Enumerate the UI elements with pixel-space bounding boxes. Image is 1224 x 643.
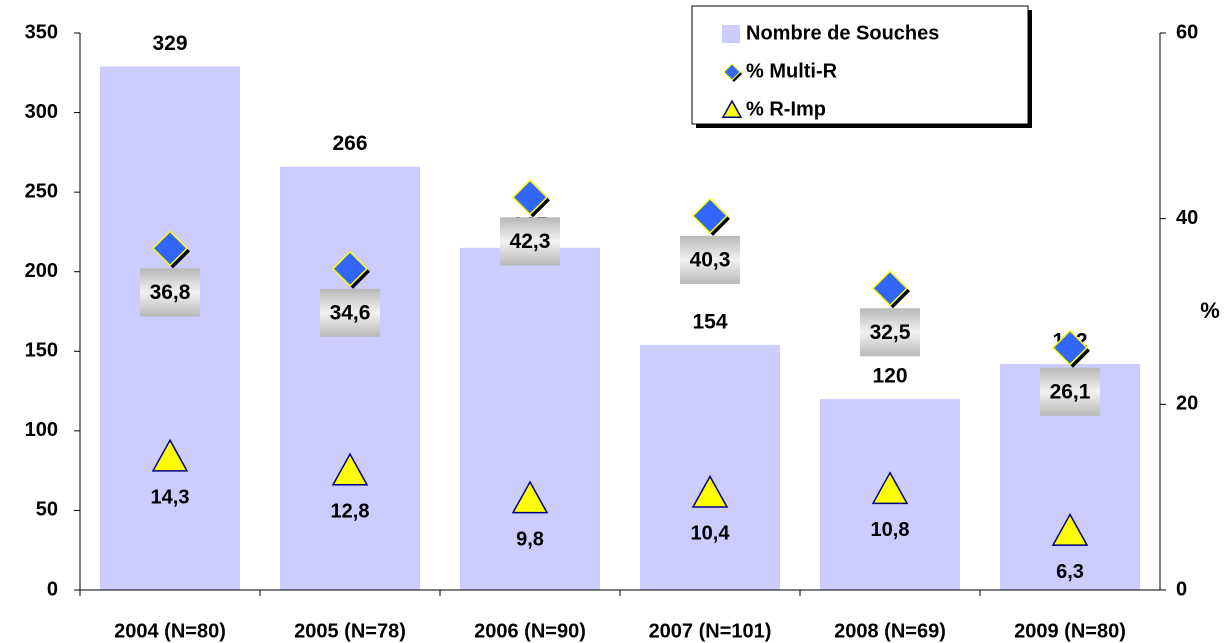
value-label: 10,4 [691,523,731,545]
value-label: 6,3 [1056,561,1084,583]
legend-marker [721,99,743,118]
x-tick-label: 2008 (N=69) [834,620,946,642]
value-label: 26,1 [1050,380,1091,403]
bar-value-label: 154 [692,310,727,333]
marker [151,438,189,472]
value-label-box [680,235,740,284]
marker [151,230,189,267]
legend-label: % R-Imp [746,98,826,120]
value-label-box [1040,367,1100,416]
bar [460,247,600,591]
marker [331,250,369,287]
x-tick-label: 2009 (N=80) [1014,620,1126,642]
y-tick-label: 150 [25,340,58,362]
value-label: 32,5 [870,321,911,344]
y2-tick-label: 40 [1176,207,1198,229]
marker [1051,329,1089,366]
bar-value-label: 329 [152,32,187,55]
value-label: 42,3 [510,230,551,253]
value-label: 9,8 [516,528,544,550]
y2-tick-label: 0 [1176,578,1187,600]
y2-tick-label: 20 [1176,393,1198,415]
marker [871,471,909,505]
y2-axis-label: % [1200,298,1220,323]
value-label: 36,8 [150,281,191,304]
y-tick-label: 350 [25,21,58,43]
y2-tick-label: 60 [1176,21,1198,43]
value-label: 12,8 [331,500,370,522]
value-label: 40,3 [690,248,731,271]
y-tick-label: 50 [36,499,58,521]
marker [1051,512,1089,546]
bar [280,166,420,590]
y-tick-label: 300 [25,101,58,123]
legend-swatch [722,25,740,43]
legend-marker [723,63,741,81]
x-tick-label: 2007 (N=101) [649,620,772,642]
bar-value-label: 266 [332,132,367,155]
marker [691,474,729,508]
value-label: 34,6 [330,301,371,324]
y-tick-label: 0 [47,578,58,600]
bar [640,344,780,590]
y-tick-label: 100 [25,419,58,441]
marker [511,480,549,514]
y-tick-label: 250 [25,180,58,202]
legend-label: % Multi-R [746,60,838,82]
x-tick-label: 2005 (N=78) [294,620,406,642]
x-tick-label: 2004 (N=80) [114,620,226,642]
value-label-box [500,217,560,266]
marker [871,270,909,307]
marker [331,452,369,486]
x-tick-label: 2006 (N=90) [474,620,586,642]
legend [691,5,1029,125]
marker [511,179,549,216]
bar [100,66,240,591]
value-label: 10,8 [871,519,910,541]
legend-label: Nombre de Souches [746,22,939,44]
value-label-box [140,268,200,317]
value-label-box [860,308,920,357]
marker [691,197,729,234]
value-label-box [320,288,380,337]
value-label: 14,3 [151,487,190,509]
bar-value-label: 120 [872,365,907,388]
y-tick-label: 200 [25,260,58,282]
